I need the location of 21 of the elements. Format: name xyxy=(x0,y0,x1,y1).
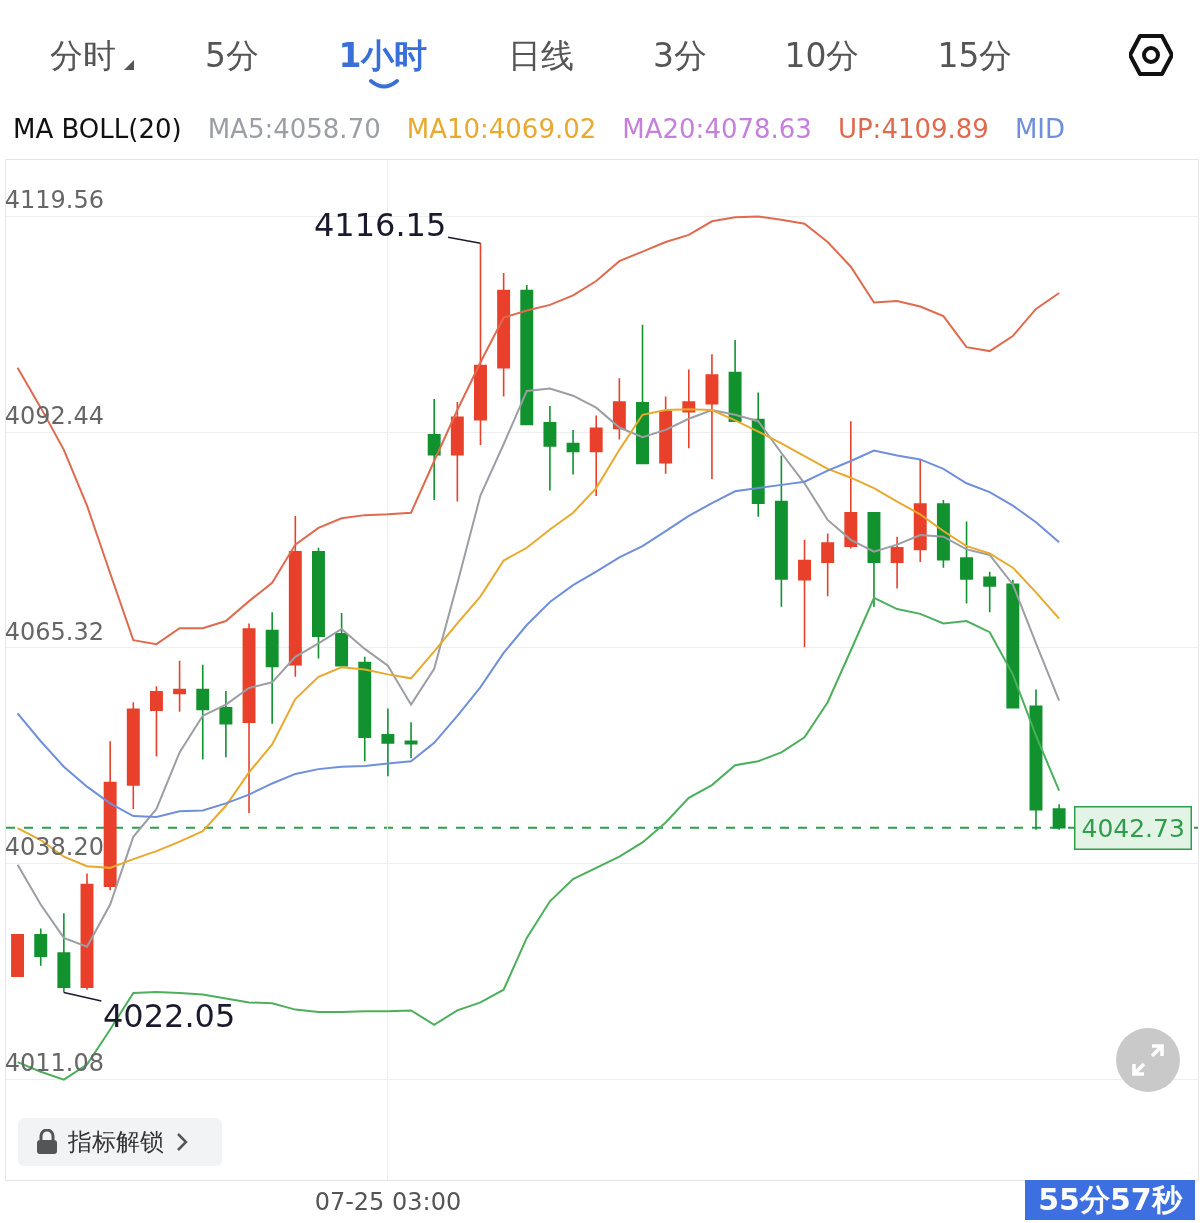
text: 1小时 xyxy=(338,35,428,77)
annotation: 4116.15 xyxy=(314,206,447,244)
y-tick-label: 4119.56 xyxy=(4,185,104,214)
ref-line-label: 4042.73 xyxy=(1081,813,1185,843)
text: MA10:4069.02 xyxy=(406,114,597,144)
text: MID xyxy=(1014,114,1066,144)
legend-title: MA BOLL(20) xyxy=(13,114,182,144)
text: 3分 xyxy=(653,35,707,77)
text: 10分 xyxy=(784,35,860,77)
text: 日线 xyxy=(508,35,574,77)
y-tick-label: 4065.32 xyxy=(4,617,104,646)
text: 分时 xyxy=(50,35,116,77)
text: 15分 xyxy=(937,35,1013,77)
text: 55分57秒 xyxy=(1025,1180,1195,1220)
text: 5分 xyxy=(205,35,259,77)
text: UP:4109.89 xyxy=(837,114,989,144)
legend-label: MA20:4078.63 xyxy=(622,114,812,144)
annotation: 指标解锁 xyxy=(68,1127,164,1158)
text: MA5:4058.70 xyxy=(207,114,381,144)
x-tick-label: 07-25 03:00 xyxy=(314,1187,462,1216)
unlock-button: 指标解锁 xyxy=(18,1118,222,1166)
